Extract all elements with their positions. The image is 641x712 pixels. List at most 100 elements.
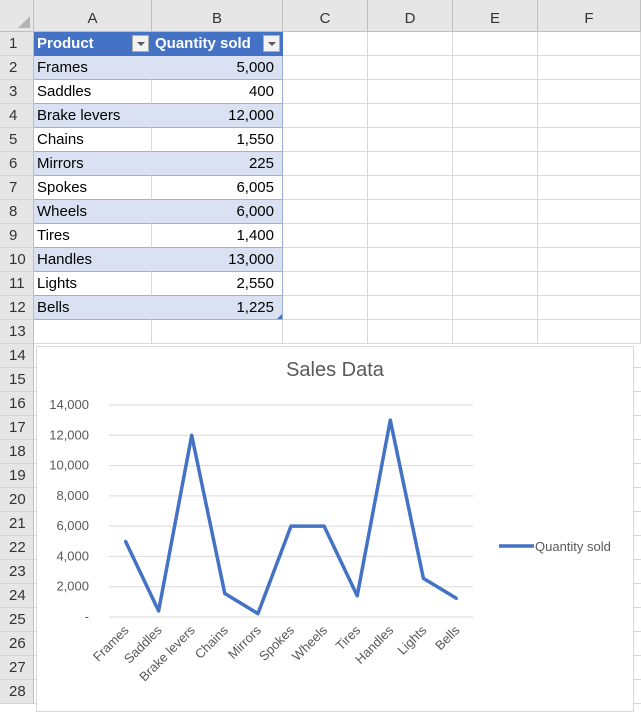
grid-cell[interactable] — [368, 128, 453, 152]
row-header[interactable]: 28 — [0, 680, 34, 704]
row-header[interactable]: 16 — [0, 392, 34, 416]
row-header[interactable]: 17 — [0, 416, 34, 440]
grid-cell[interactable] — [453, 32, 538, 56]
grid-cell[interactable] — [368, 32, 453, 56]
grid-cell[interactable] — [453, 296, 538, 320]
grid-cell[interactable] — [283, 296, 368, 320]
grid-cell[interactable] — [368, 176, 453, 200]
grid-cell[interactable] — [538, 272, 641, 296]
data-point[interactable] — [256, 612, 260, 616]
table-cell-product[interactable]: Bells — [34, 296, 152, 320]
row-header[interactable]: 10 — [0, 248, 34, 272]
grid-cell[interactable] — [368, 80, 453, 104]
grid-cell[interactable] — [283, 224, 368, 248]
table-cell-quantity[interactable]: 400 — [152, 80, 283, 104]
grid-cell[interactable] — [538, 176, 641, 200]
table-cell-quantity[interactable]: 6,005 — [152, 176, 283, 200]
grid-cell[interactable] — [538, 152, 641, 176]
grid-cell[interactable] — [368, 56, 453, 80]
column-header-b[interactable]: B — [152, 0, 283, 32]
row-header[interactable]: 2 — [0, 56, 34, 80]
data-point[interactable] — [289, 524, 293, 528]
row-header[interactable]: 19 — [0, 464, 34, 488]
row-header[interactable]: 24 — [0, 584, 34, 608]
table-cell-quantity[interactable]: 1,550 — [152, 128, 283, 152]
row-header[interactable]: 26 — [0, 632, 34, 656]
column-header-e[interactable]: E — [453, 0, 538, 32]
series-line[interactable] — [123, 418, 458, 616]
row-header[interactable]: 20 — [0, 488, 34, 512]
row-header[interactable]: 5 — [0, 128, 34, 152]
row-header[interactable]: 4 — [0, 104, 34, 128]
grid-cell[interactable] — [453, 248, 538, 272]
table-cell-quantity[interactable]: 13,000 — [152, 248, 283, 272]
grid-cell[interactable] — [538, 32, 641, 56]
table-cell-quantity[interactable]: 2,550 — [152, 272, 283, 296]
table-cell-product[interactable]: Lights — [34, 272, 152, 296]
grid-cell[interactable] — [453, 320, 538, 344]
table-cell-product[interactable]: Tires — [34, 224, 152, 248]
grid-cell[interactable] — [538, 104, 641, 128]
data-point[interactable] — [124, 539, 128, 543]
row-header[interactable]: 3 — [0, 80, 34, 104]
line-chart[interactable]: Sales Data - 2,000 4,000 6,000 8,000 10,000 12… — [36, 346, 634, 712]
grid-cell[interactable] — [283, 176, 368, 200]
data-point[interactable] — [421, 576, 425, 580]
grid-cell[interactable] — [538, 128, 641, 152]
data-point[interactable] — [322, 524, 326, 528]
grid-cell[interactable] — [453, 80, 538, 104]
grid-cell[interactable] — [453, 176, 538, 200]
grid-cell[interactable] — [453, 224, 538, 248]
data-point[interactable] — [157, 609, 161, 613]
row-header[interactable]: 25 — [0, 608, 34, 632]
table-cell-product[interactable]: Handles — [34, 248, 152, 272]
grid-cell[interactable] — [283, 56, 368, 80]
column-header-c[interactable]: C — [283, 0, 368, 32]
grid-cell[interactable] — [368, 320, 453, 344]
row-header[interactable]: 23 — [0, 560, 34, 584]
grid-cell[interactable] — [283, 32, 368, 56]
table-cell-product[interactable]: Frames — [34, 56, 152, 80]
grid-cell[interactable] — [368, 272, 453, 296]
grid-cell[interactable] — [453, 200, 538, 224]
grid-cell[interactable] — [538, 56, 641, 80]
table-cell-quantity[interactable]: 1,400 — [152, 224, 283, 248]
filter-dropdown-button[interactable] — [132, 35, 149, 52]
grid-cell[interactable] — [34, 320, 152, 344]
row-header[interactable]: 9 — [0, 224, 34, 248]
data-point[interactable] — [454, 596, 458, 600]
grid-cell[interactable] — [538, 320, 641, 344]
table-cell-quantity[interactable]: 1,225 — [152, 296, 283, 320]
table-cell-quantity[interactable]: 12,000 — [152, 104, 283, 128]
row-header[interactable]: 7 — [0, 176, 34, 200]
grid-cell[interactable] — [368, 248, 453, 272]
grid-cell[interactable] — [453, 128, 538, 152]
row-header[interactable]: 18 — [0, 440, 34, 464]
row-header[interactable]: 14 — [0, 344, 34, 368]
table-resize-handle[interactable] — [277, 314, 282, 319]
table-cell-product[interactable]: Mirrors — [34, 152, 152, 176]
row-header[interactable]: 1 — [0, 32, 34, 56]
grid-cell[interactable] — [538, 224, 641, 248]
table-cell-quantity[interactable]: 5,000 — [152, 56, 283, 80]
data-point[interactable] — [190, 433, 194, 437]
grid-cell[interactable] — [283, 104, 368, 128]
grid-cell[interactable] — [283, 272, 368, 296]
grid-cell[interactable] — [283, 248, 368, 272]
row-header[interactable]: 21 — [0, 512, 34, 536]
grid-cell[interactable] — [453, 56, 538, 80]
table-cell-product[interactable]: Wheels — [34, 200, 152, 224]
grid-cell[interactable] — [283, 200, 368, 224]
grid-cell[interactable] — [538, 200, 641, 224]
table-cell-quantity[interactable]: 6,000 — [152, 200, 283, 224]
data-point[interactable] — [355, 594, 359, 598]
data-point[interactable] — [388, 418, 392, 422]
grid-cell[interactable] — [453, 272, 538, 296]
grid-cell[interactable] — [368, 200, 453, 224]
column-header-d[interactable]: D — [368, 0, 453, 32]
table-cell-product[interactable]: Chains — [34, 128, 152, 152]
grid-cell[interactable] — [453, 152, 538, 176]
grid-cell[interactable] — [283, 128, 368, 152]
table-cell-product[interactable]: Saddles — [34, 80, 152, 104]
grid-cell[interactable] — [538, 296, 641, 320]
